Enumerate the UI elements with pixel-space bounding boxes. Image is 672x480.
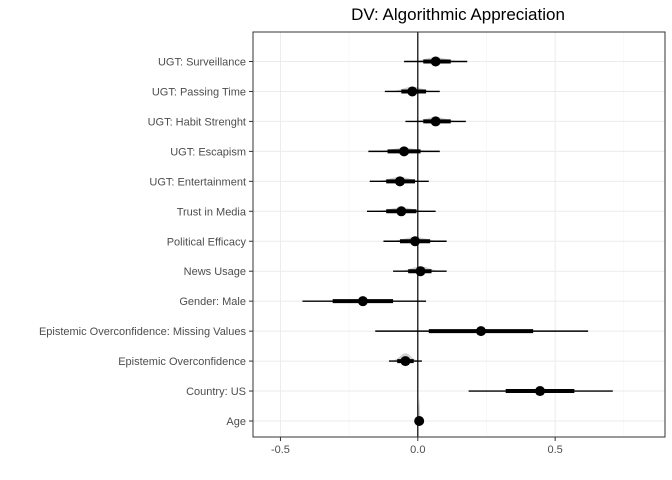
y-tick-label: UGT: Habit Strenght [148,116,246,128]
point-estimate [394,176,405,187]
y-tick-label: Age [226,416,246,428]
point-estimate [410,236,421,247]
y-tick-label: UGT: Escapism [170,146,246,158]
chart-title: DV: Algorithmic Appreciation [351,5,565,24]
coefficient-marks [302,32,613,437]
y-tick-label: News Usage [184,266,246,278]
point-estimate [396,206,407,217]
plot-panel [252,31,666,438]
x-axis: -0.5 0.0 0.5 [271,437,563,456]
point-estimate [430,116,441,127]
x-tick-label: 0.0 [410,444,425,456]
y-tick-label: UGT: Surveillance [158,57,246,69]
point-estimate [430,56,441,67]
grid-lines [253,32,665,437]
y-tick-label: UGT: Entertainment [149,176,246,188]
y-tick-label: Epistemic Overconfidence [118,356,246,368]
point-estimate [535,386,546,397]
y-tick-label: UGT: Passing Time [152,86,246,98]
y-tick-label: Political Efficacy [167,236,247,248]
y-axis: UGT: Surveillance UGT: Passing Time UGT: H… [39,57,253,428]
point-estimate [399,146,410,157]
point-estimate [357,296,368,307]
y-tick-label: Trust in Media [177,206,247,218]
y-tick-label: Epistemic Overconfidence: Missing Values [39,326,247,338]
y-tick-label: Gender: Male [179,296,246,308]
y-tick-label: Country: US [186,386,246,398]
x-tick-label: 0.5 [547,444,562,456]
point-estimate [407,86,418,97]
point-estimate [400,356,411,367]
point-estimate [415,266,426,277]
x-tick-label: -0.5 [271,444,290,456]
point-estimate [475,326,486,337]
point-estimate [414,416,425,426]
